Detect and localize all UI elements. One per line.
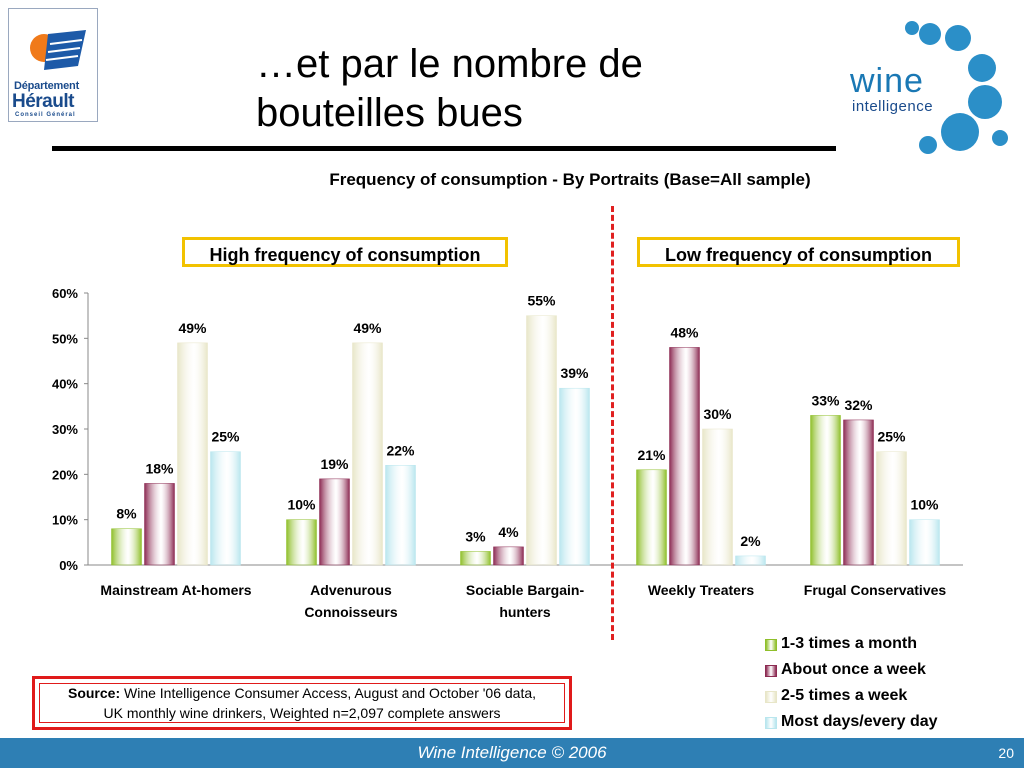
bar (735, 555, 766, 566)
legend-item: About once a week (765, 660, 938, 686)
category-label: Mainstream At-homers (100, 582, 251, 598)
y-tick-label: 40% (52, 377, 78, 392)
source-text: Source: Wine Intelligence Consumer Acces… (35, 683, 569, 723)
data-label: 4% (498, 524, 519, 540)
y-tick-label: 60% (52, 286, 78, 301)
y-tick-label: 20% (52, 467, 78, 482)
legend-item: 1-3 times a month (765, 634, 938, 660)
y-tick-label: 50% (52, 331, 78, 346)
legend-swatch (765, 717, 777, 729)
data-label: 19% (320, 456, 349, 472)
bar (810, 415, 841, 566)
category-label: hunters (499, 604, 551, 620)
data-label: 48% (670, 324, 699, 340)
slide-title-line2: bouteilles bues (256, 91, 523, 135)
title-underline (52, 146, 836, 151)
data-label: 39% (560, 365, 589, 381)
wine-intelligence-logo: wine intelligence (840, 10, 1020, 160)
bar (702, 428, 733, 566)
data-label: 49% (353, 320, 382, 336)
herault-emblem-icon (30, 30, 86, 70)
bar (352, 342, 383, 566)
bar (669, 347, 700, 566)
legend-swatch (765, 665, 777, 677)
data-label: 49% (178, 320, 207, 336)
source-line2: UK monthly wine drinkers, Weighted n=2,0… (103, 705, 501, 721)
data-label: 8% (116, 506, 137, 522)
bar (177, 342, 208, 566)
page-number: 20 (998, 745, 1014, 761)
category-label: Connoisseurs (304, 604, 398, 620)
bar (636, 469, 667, 566)
legend-label: 2-5 times a week (781, 687, 908, 704)
footer-text: Wine Intelligence © 2006 (417, 743, 607, 762)
legend-swatch (765, 691, 777, 703)
departement-herault-logo: Département Hérault Conseil Général (8, 8, 100, 122)
legend-label: 1-3 times a month (781, 635, 918, 652)
slide-title: …et par le nombre de bouteilles bues (256, 40, 756, 138)
bar (909, 519, 940, 566)
group-divider-line (611, 206, 614, 640)
bar (385, 465, 416, 566)
chart-title: Frequency of consumption - By Portraits … (329, 170, 811, 189)
data-label: 32% (844, 397, 873, 413)
slide-title-line1: …et par le nombre de (256, 42, 643, 86)
bar (526, 315, 557, 566)
category-label: Frugal Conservatives (804, 582, 947, 598)
source-label: Source: (67, 685, 121, 701)
bar (460, 551, 491, 566)
y-tick-label: 30% (52, 422, 78, 437)
category-label: Sociable Bargain- (466, 582, 585, 598)
data-label: 22% (386, 442, 415, 458)
data-label: 21% (637, 447, 666, 463)
footer-bar: Wine Intelligence © 2006 20 (0, 738, 1024, 768)
source-inner-frame (39, 683, 565, 723)
data-label: 10% (910, 497, 939, 513)
wine-bubbles-icon (905, 21, 1008, 154)
legend-label: Most days/every day (781, 713, 938, 730)
y-tick-label: 0% (59, 558, 78, 573)
bar (319, 478, 350, 566)
dept-logo-line1: Département (14, 80, 80, 92)
data-label: 2% (740, 533, 761, 549)
legend-label: About once a week (781, 661, 926, 678)
dept-logo-line3: Conseil Général (15, 112, 76, 118)
chart-legend: 1-3 times a month About once a week 2-5 ti… (765, 634, 938, 738)
data-label: 10% (287, 497, 316, 513)
data-label: 25% (211, 429, 240, 445)
legend-item: 2-5 times a week (765, 686, 938, 712)
low-frequency-label: Low frequency of consumption (637, 237, 960, 267)
legend-item: Most days/every day (765, 712, 938, 738)
bar (144, 483, 175, 566)
y-tick-label: 10% (52, 513, 78, 528)
data-label: 33% (811, 392, 840, 408)
high-frequency-label: High frequency of consumption (182, 237, 508, 267)
wine-logo-word: wine (850, 62, 924, 100)
bar (111, 528, 142, 566)
category-label: Weekly Treaters (648, 582, 755, 598)
bar (843, 419, 874, 566)
bar (286, 519, 317, 566)
source-box: Source: Wine Intelligence Consumer Acces… (32, 676, 572, 730)
source-line1: Wine Intelligence Consumer Access, Augus… (124, 685, 537, 701)
category-label: Advenurous (310, 582, 392, 598)
bar (493, 546, 524, 566)
data-label: 18% (145, 460, 174, 476)
dept-logo-line2: Hérault (12, 91, 74, 112)
legend-swatch (765, 639, 777, 651)
data-label: 3% (465, 528, 486, 544)
bar-chart: 0% 10% 20% 30% 40% 50% 60% 8% 10% 3% 21% 33% 18% 19% 4… (52, 286, 963, 620)
bar (876, 451, 907, 566)
bar (559, 387, 590, 566)
data-label: 30% (703, 406, 732, 422)
bar (210, 451, 241, 566)
data-label: 25% (877, 429, 906, 445)
data-label: 55% (527, 293, 556, 309)
wine-logo-subword: intelligence (852, 98, 934, 115)
